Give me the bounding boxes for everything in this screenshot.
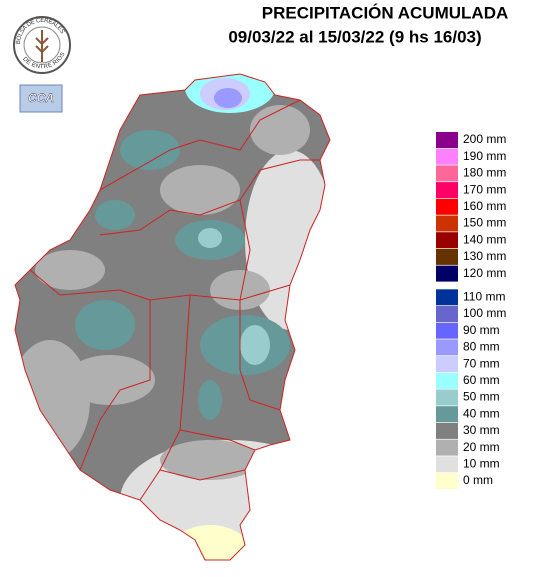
- legend-swatch: [436, 132, 458, 148]
- precip-map: [15, 74, 330, 560]
- area-20: [160, 165, 240, 215]
- area-50: [240, 325, 270, 365]
- area-20: [210, 270, 270, 310]
- legend-swatch: [436, 232, 458, 249]
- area-40: [120, 130, 180, 170]
- legend-label: 110 mm: [463, 289, 505, 303]
- title: PRECIPITACIÓN ACUMULADA: [262, 3, 509, 22]
- legend-swatch: [436, 389, 458, 406]
- border: [79, 300, 151, 471]
- area-20: [160, 440, 260, 480]
- legend-label: 140 mm: [463, 232, 506, 246]
- logo-wheat: [35, 30, 49, 62]
- border: [99, 99, 301, 191]
- border: [179, 429, 256, 451]
- legend-swatch: [436, 289, 458, 306]
- area-40: [95, 200, 135, 230]
- legend-label: 50 mm: [463, 390, 500, 404]
- legend-label: 100 mm: [463, 306, 506, 320]
- legend-label: 150 mm: [463, 216, 506, 230]
- legend-label: 200 mm: [463, 132, 506, 146]
- province-outline: [14, 73, 331, 561]
- legend-label: 170 mm: [463, 182, 506, 196]
- legend: 200 mm 190 mm 180 mm 170 mm 160 mm 150 mm 140 …: [436, 132, 506, 489]
- legend-label: 130 mm: [463, 249, 506, 263]
- legend-label: 190 mm: [463, 149, 506, 163]
- legend-swatch: [436, 456, 458, 473]
- border: [99, 159, 320, 236]
- legend-swatch: [436, 165, 458, 182]
- legend-label: 30 mm: [463, 423, 500, 437]
- department-borders: [14, 73, 331, 561]
- legend-label: 0 mm: [463, 473, 493, 487]
- legend-swatch: [436, 215, 458, 232]
- legend-label: 120 mm: [463, 266, 506, 280]
- area-40: [198, 380, 222, 420]
- subtitle: 09/03/22 al 15/03/22 (9 hs 16/03): [228, 27, 481, 46]
- logo-inner: [23, 26, 61, 64]
- legend-label: 60 mm: [463, 373, 500, 387]
- legend-swatch: [436, 372, 458, 389]
- legend-swatch: [436, 356, 458, 373]
- legend-swatch: [436, 422, 458, 439]
- legend-swatch: [436, 473, 458, 489]
- border: [239, 199, 281, 411]
- legend-label: 70 mm: [463, 356, 500, 370]
- legend-label: 10 mm: [463, 456, 500, 470]
- legend-label: 180 mm: [463, 166, 506, 180]
- legend-swatch: [436, 265, 458, 282]
- legend-label: 90 mm: [463, 323, 500, 337]
- badge-text: CCA: [28, 91, 54, 105]
- legend-swatch: [436, 439, 458, 456]
- area-20: [65, 355, 155, 405]
- logo: BOLSA DE CEREALES DE ENTRE RIOS: [13, 16, 71, 74]
- area-40: [75, 300, 135, 350]
- legend-label: 160 mm: [463, 199, 506, 213]
- legend-swatch: [436, 339, 458, 356]
- legend-label: 80 mm: [463, 340, 500, 354]
- badge: [19, 84, 63, 113]
- legend-label: 20 mm: [463, 440, 500, 454]
- legend-label: 40 mm: [463, 406, 500, 420]
- legend-swatch: [436, 198, 458, 215]
- legend-swatch: [436, 248, 458, 265]
- area-50: [198, 228, 222, 248]
- legend-swatch: [436, 182, 458, 199]
- legend-swatch: [436, 322, 458, 339]
- legend-swatch: [436, 406, 458, 423]
- area-20: [250, 105, 310, 155]
- border: [159, 469, 246, 481]
- legend-swatch: [436, 148, 458, 165]
- area-80: [214, 88, 242, 108]
- area-20: [35, 250, 105, 290]
- legend-swatch: [436, 306, 458, 322]
